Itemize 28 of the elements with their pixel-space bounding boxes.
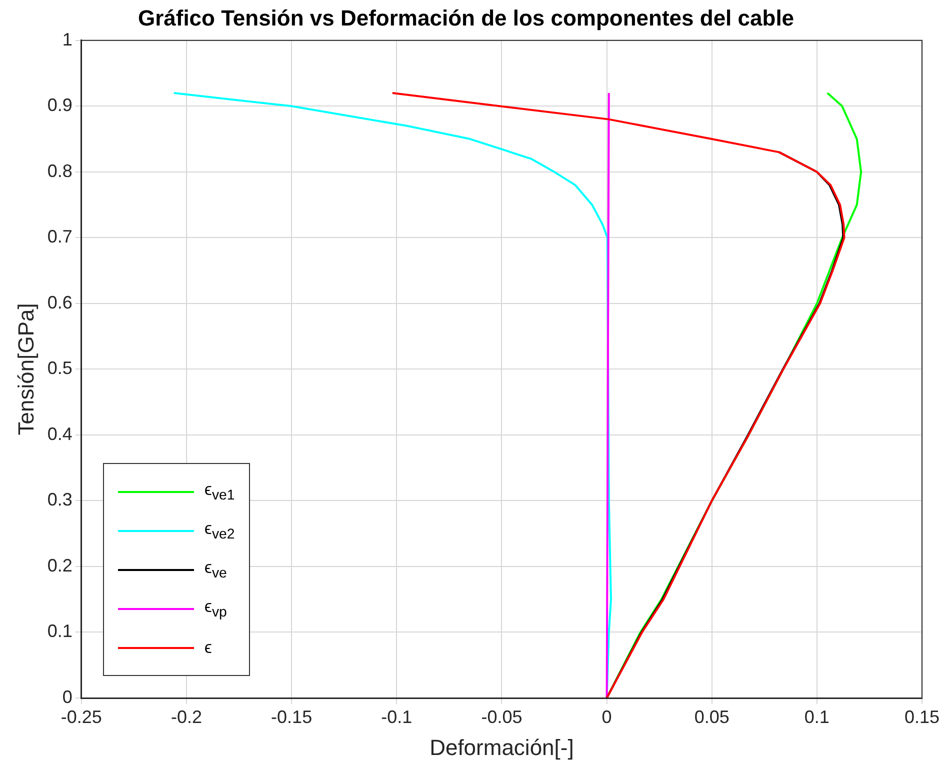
y-axis-title: Tensión[GPa] bbox=[13, 303, 38, 436]
y-tick-label: 0.3 bbox=[47, 490, 72, 510]
y-tick-label: 0 bbox=[62, 686, 72, 707]
y-tick-label: 1 bbox=[62, 29, 72, 50]
y-tick-label: 0.6 bbox=[47, 292, 72, 312]
x-axis-title: Deformación[-] bbox=[430, 734, 574, 760]
y-tick-label: 0.4 bbox=[47, 424, 72, 444]
y-tick-label: 0.5 bbox=[47, 358, 72, 378]
y-tick-label: 0.2 bbox=[47, 555, 72, 576]
y-tick-label: 0.1 bbox=[47, 621, 72, 642]
legend-label: ϵ bbox=[204, 638, 212, 658]
x-tick-label: 0.15 bbox=[904, 706, 940, 727]
legend-label: ϵ$_{ve}$ bbox=[204, 558, 227, 582]
legend-label: ϵ$_{vp}$ bbox=[204, 596, 227, 620]
y-tick-label: 0.7 bbox=[47, 226, 72, 247]
x-tick-label: 0 bbox=[602, 706, 612, 727]
y-tick-label: 0.9 bbox=[47, 95, 72, 116]
x-tick-label: -0.05 bbox=[481, 706, 522, 727]
x-tick-label: 0.1 bbox=[804, 706, 830, 727]
y-tick-label: 0.8 bbox=[47, 160, 72, 181]
legend-label: ϵ$_{ve1}$ bbox=[204, 480, 235, 504]
legend-label: ϵ$_{ve2}$ bbox=[204, 518, 235, 542]
x-tick-label: -0.25 bbox=[60, 706, 102, 727]
x-tick-label: -0.1 bbox=[381, 706, 412, 727]
chart-title: Gráfico Tensión vs Deformación de los componentes del cable bbox=[138, 5, 794, 30]
x-tick-label: 0.05 bbox=[694, 706, 730, 727]
x-tick-label: -0.2 bbox=[170, 706, 202, 727]
x-tick-label: -0.15 bbox=[271, 706, 312, 727]
